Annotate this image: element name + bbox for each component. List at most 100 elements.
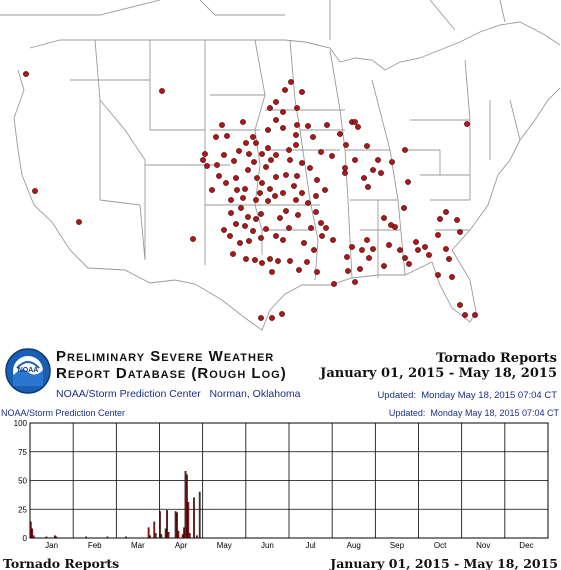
tornado-report-marker	[233, 221, 239, 227]
tornado-report-marker	[402, 147, 408, 153]
tornado-report-marker	[305, 123, 311, 129]
daily-count-bar	[160, 534, 163, 539]
x-tick-label: Sep	[390, 541, 405, 550]
tornado-report-marker	[267, 256, 273, 262]
y-axis-ticks: 0 25 50 75 100	[14, 419, 28, 543]
tornado-report-marker	[359, 247, 365, 253]
tornado-report-marker	[293, 197, 299, 203]
tornado-report-marker	[287, 258, 293, 264]
tornado-report-marker	[345, 268, 351, 274]
tornado-report-marker	[228, 197, 234, 203]
tornado-report-marker	[237, 240, 243, 246]
tornado-report-marker	[246, 151, 252, 157]
tornado-report-marker	[223, 180, 229, 186]
tornado-report-marker	[272, 193, 278, 199]
boundary-line	[429, 0, 456, 31]
daily-count-bar	[29, 521, 32, 539]
boundary-line	[289, 39, 319, 281]
tornado-report-marker	[426, 252, 432, 258]
tornado-report-marker	[265, 145, 271, 151]
tornado-report-marker	[233, 175, 239, 181]
daily-count-bar	[32, 535, 35, 539]
tornado-report-marker	[365, 184, 371, 190]
tornado-report-marker	[76, 219, 82, 225]
tornado-report-marker	[279, 311, 285, 317]
tornado-report-marker	[388, 222, 394, 228]
tornado-report-marker	[265, 127, 271, 133]
tornado-report-marker	[366, 255, 372, 261]
tornado-report-marker	[242, 186, 248, 192]
tornado-report-marker	[344, 254, 350, 260]
tornado-report-marker	[305, 200, 311, 206]
x-tick-label: Aug	[347, 541, 361, 550]
tornado-report-marker	[190, 236, 196, 242]
tornado-report-marker	[364, 237, 370, 243]
tornado-report-marker	[269, 315, 275, 321]
tornado-report-marker	[204, 163, 210, 169]
daily-count-bar	[188, 533, 191, 539]
tornado-report-marker	[352, 119, 358, 125]
tornado-report-marker	[273, 233, 279, 239]
tornado-report-marker	[221, 227, 227, 233]
daily-count-bar	[198, 491, 201, 539]
tornado-report-map	[0, 0, 561, 345]
daily-count-bar	[174, 511, 177, 539]
chart-plot: 0 25 50 75 100 Jan Feb Mar Apr May Jun Jul Aug Sep Oc…	[14, 419, 549, 550]
tornado-report-marker	[415, 247, 421, 253]
banner-updated: Updated: Monday May 18, 2015 07:04 CT	[377, 390, 557, 401]
tornado-report-marker	[443, 246, 449, 252]
tornado-report-marker	[286, 225, 292, 231]
boundary-line	[0, 0, 161, 16]
banner-date-range: January 01, 2015 - May 18, 2015	[320, 366, 557, 381]
tornado-report-marker	[268, 157, 274, 163]
daily-count-bar	[166, 510, 168, 539]
tornado-report-marker	[299, 190, 305, 196]
daily-tornado-chart: NOAA/Storm Prediction Center Updated: Mo…	[0, 405, 561, 555]
daily-count-bar	[164, 528, 167, 539]
tornado-report-marker	[405, 179, 411, 185]
tornado-report-marker	[457, 302, 463, 308]
tornado-report-marker	[200, 157, 206, 163]
tornado-report-marker	[318, 149, 324, 155]
x-tick-label: Apr	[175, 541, 188, 550]
tornado-report-marker	[288, 79, 294, 85]
tornado-report-marker	[263, 164, 269, 170]
tornado-report-marker	[375, 157, 381, 163]
tornado-report-marker	[216, 173, 222, 179]
tornado-report-marker	[280, 109, 286, 115]
tornado-report-marker	[381, 263, 387, 269]
tornado-report-marker	[245, 167, 251, 173]
daily-count-bar	[181, 534, 184, 539]
tornado-report-marker	[252, 257, 258, 263]
tornado-report-marker	[330, 237, 336, 243]
tornado-report-marker	[214, 162, 220, 168]
x-tick-label: Jun	[261, 541, 274, 550]
y-tick-label: 50	[18, 477, 27, 486]
chart-updated-label: Updated: Monday May 18, 2015 07:04 CT	[388, 408, 559, 418]
tornado-report-marker	[273, 174, 279, 180]
tornado-report-marker	[254, 175, 260, 181]
map-background	[0, 0, 561, 345]
daily-count-bar	[177, 530, 180, 539]
tornado-report-marker	[293, 132, 299, 138]
boundary-line	[464, 59, 471, 121]
tornado-report-marker	[342, 170, 348, 176]
tornado-report-marker	[224, 133, 230, 139]
tornado-report-marker	[253, 197, 259, 203]
tornado-report-marker	[331, 281, 337, 287]
tornado-report-marker	[273, 117, 279, 123]
tornado-report-marker	[397, 247, 403, 253]
tornado-report-marker	[283, 208, 289, 214]
boundary-line	[371, 79, 391, 151]
tornado-report-marker	[299, 160, 305, 166]
tornado-report-marker	[301, 240, 307, 246]
tornado-report-marker	[342, 165, 348, 171]
tornado-report-marker	[352, 157, 358, 163]
daily-count-bar	[167, 532, 170, 539]
tornado-report-marker	[238, 205, 244, 211]
boundary-line	[499, 0, 506, 23]
tornado-report-marker	[318, 220, 324, 226]
tornado-report-marker	[258, 235, 264, 241]
noaa-logo-text: NOAA	[18, 367, 39, 374]
tornado-report-marker	[324, 122, 330, 128]
